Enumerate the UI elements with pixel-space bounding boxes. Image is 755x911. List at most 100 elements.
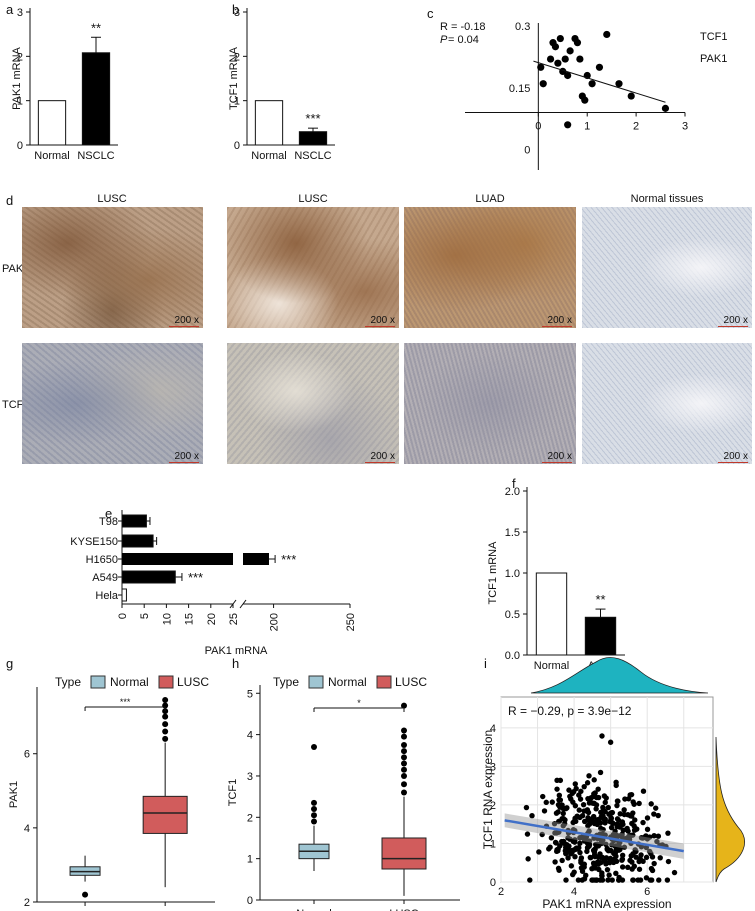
legend-normal: Normal [328, 675, 367, 689]
scatter-point [609, 842, 615, 848]
scatter-point [619, 877, 626, 883]
micrograph-pak1-lusc-2: 200 x [227, 207, 399, 328]
outlier-point [311, 812, 317, 819]
scatter-point [651, 832, 657, 839]
scatter-point [630, 877, 636, 883]
scatter-point [599, 854, 605, 861]
significance-label: * [357, 698, 361, 708]
scatter-point [586, 800, 593, 806]
scatter-point [596, 866, 602, 873]
y-tick-label: 5 [247, 688, 253, 700]
scatter-point [651, 860, 657, 867]
scatter-point [572, 781, 578, 787]
scatter-point [621, 807, 627, 813]
significance-label: ** [595, 592, 605, 607]
y-tick-label: 0 [234, 140, 240, 152]
scatter-point [547, 844, 553, 850]
magnification-label: 200 x [547, 315, 572, 326]
outlier-point [162, 721, 169, 728]
scatter-point [613, 853, 619, 859]
scatter-point [599, 877, 606, 883]
scatter-point [563, 877, 569, 883]
scatter-points [523, 733, 678, 883]
scatter-point [564, 121, 572, 129]
outlier-point [401, 772, 407, 779]
magnification-label: 200 x [370, 451, 395, 462]
y-tick-label: 2 [24, 897, 30, 909]
scatter-point [589, 865, 595, 872]
scatter-point [664, 877, 671, 883]
y-tick-label: 3 [234, 7, 240, 19]
scatter-point [537, 63, 545, 71]
scatter-point [593, 806, 599, 812]
scatter-point [557, 804, 563, 810]
legend-swatch-normal [90, 675, 106, 689]
scatter-point [552, 859, 558, 865]
micrograph-pak1-lusc-1: 200 x [22, 207, 203, 328]
fit-line [504, 819, 684, 853]
scatter-point [657, 855, 663, 861]
y-axis-label: TCF1 mRNA [487, 541, 499, 605]
panel-letter-g: g [6, 656, 13, 671]
y-tick-label: 1 [17, 96, 23, 108]
scatter-point [583, 872, 589, 879]
y-tick-label: 3 [490, 761, 496, 773]
scatter-point [581, 864, 587, 870]
bar-hela [121, 588, 127, 602]
scatter-point [588, 80, 596, 88]
bar-nsclc [298, 131, 328, 146]
panel-letter-f: f [512, 476, 516, 491]
outlier-point [401, 702, 407, 709]
scatter-point [566, 787, 572, 793]
scatter-point [614, 842, 621, 849]
micrograph-tcf1-lusc-1: 200 x [22, 343, 203, 464]
legend-swatch-lusc [158, 675, 174, 689]
scatter-point [586, 838, 593, 844]
magnification-label: 200 x [723, 315, 748, 326]
scatter-point [613, 870, 619, 877]
y-tick-label: 0 [17, 140, 23, 152]
scatter-point [602, 799, 608, 806]
scatter-point [590, 793, 597, 800]
x-tick-label: NSCLC [77, 150, 114, 162]
scatter-point [572, 803, 579, 809]
scatter-point [563, 805, 569, 812]
scatter-point [631, 827, 638, 833]
scatter-point [580, 801, 587, 808]
scatter-point [585, 823, 591, 829]
scatter-point [569, 847, 575, 854]
scatter-point [619, 834, 625, 840]
scatter-point [625, 864, 631, 871]
scatter-point [607, 855, 614, 862]
scatter-point [529, 813, 535, 819]
y-axis-label: TCF1 mRNA [228, 46, 240, 110]
outlier-point [401, 766, 407, 773]
scatter-point [525, 856, 531, 862]
x-tick-label: 0 [535, 120, 541, 132]
fit-line [533, 60, 666, 103]
scatter-point [549, 39, 557, 47]
legend-pak1: PAK1 [700, 53, 727, 65]
scatter-point [577, 796, 584, 802]
scatter-point [621, 844, 628, 850]
scatter-point [584, 780, 591, 786]
bar-normal [254, 100, 284, 146]
scatter-point [640, 788, 647, 794]
outlier-point [162, 708, 169, 715]
significance-label: *** [188, 570, 203, 585]
box-lusc [381, 837, 427, 870]
y-axis-label: PAK1 [8, 781, 20, 808]
outlier-point [401, 733, 407, 740]
panel-letter-b: b [232, 2, 239, 17]
y-tick-label: 1 [234, 96, 240, 108]
scatter-point [541, 808, 548, 814]
y-tick-label: 1.5 [505, 527, 520, 539]
x-tick-label: 4 [571, 886, 577, 898]
scatter-point [603, 30, 611, 39]
scatter-point [600, 807, 607, 813]
stat-p-value: = 0.04 [448, 34, 479, 46]
category-label: T98 [99, 516, 118, 528]
scatter-point [631, 823, 637, 829]
scatter-point [579, 834, 585, 841]
magnification-label: 200 x [723, 451, 748, 462]
